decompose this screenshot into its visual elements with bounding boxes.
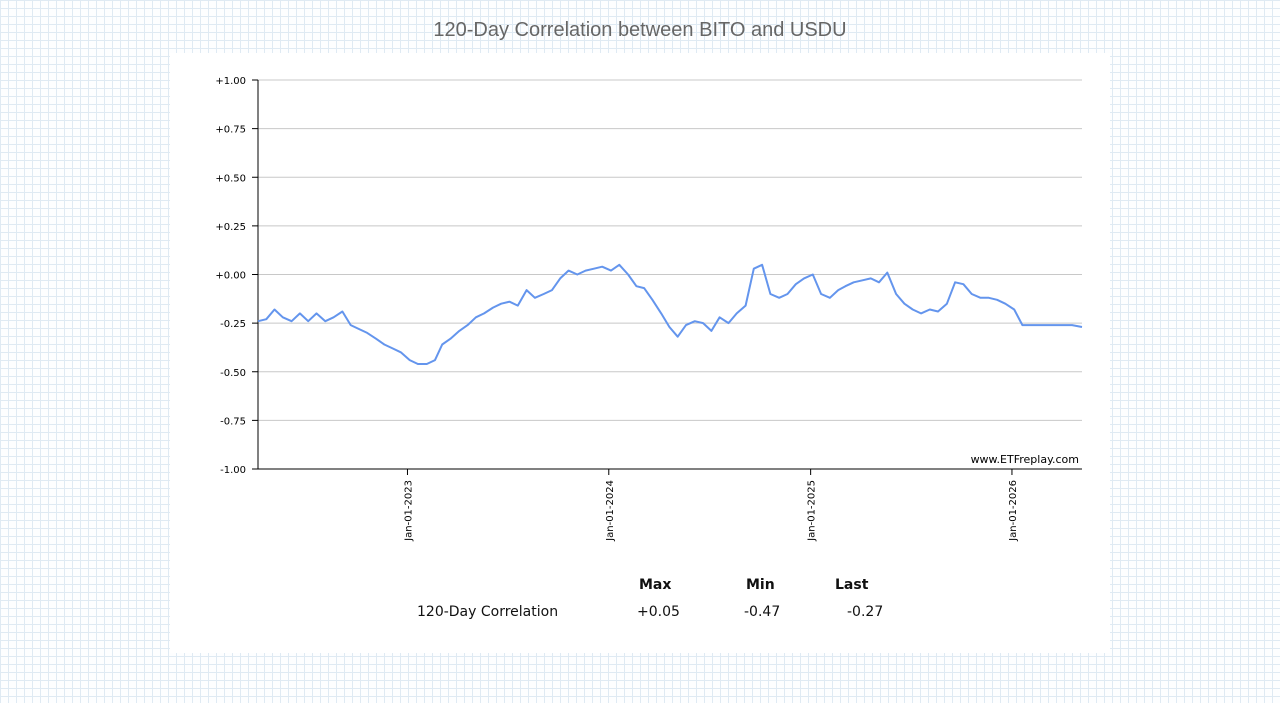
x-axis-ticks: Jan-01-2023 Jan-01-2024 Jan-01-2025 Jan-01-… <box>403 469 1019 542</box>
stats-min-value: -0.47 <box>744 604 781 620</box>
x-tick-label: Jan-01-2024 <box>605 480 616 542</box>
stats-max-value: +0.05 <box>637 604 680 620</box>
grid-lines <box>258 79 1082 421</box>
y-tick-label: +0.00 <box>215 271 246 282</box>
watermark: www.ETFreplay.com <box>971 453 1079 466</box>
stats-header-last: Last <box>835 577 869 593</box>
correlation-chart: +1.00 +0.75 +0.50 +0.25 +0.00 -0.25 -0.50 -0.75… <box>215 76 1083 542</box>
chart-panel: +1.00 +0.75 +0.50 +0.25 +0.00 -0.25 -0.50 -0.75… <box>170 53 1110 653</box>
stats-row-label: 120-Day Correlation <box>417 604 559 620</box>
stats-last-value: -0.27 <box>847 604 884 620</box>
y-tick-label: +0.50 <box>215 173 246 184</box>
stats-header-max: Max <box>639 577 672 593</box>
y-axis-ticks: +1.00 +0.75 +0.50 +0.25 +0.00 -0.25 -0.50 -0.75… <box>215 76 258 476</box>
chart-title: 120-Day Correlation between BITO and USD… <box>433 19 847 41</box>
y-tick-label: -0.50 <box>220 368 246 379</box>
x-tick-label: Jan-01-2026 <box>1008 480 1019 542</box>
y-tick-label: -1.00 <box>220 465 246 476</box>
x-tick-label: Jan-01-2023 <box>403 480 414 542</box>
stats-header-min: Min <box>746 577 775 593</box>
series-line <box>257 263 1083 365</box>
y-tick-label: -0.25 <box>220 319 246 330</box>
y-tick-label: +0.25 <box>215 222 246 233</box>
x-tick-label: Jan-01-2025 <box>807 480 818 542</box>
y-tick-label: +1.00 <box>215 76 246 87</box>
y-tick-label: +0.75 <box>215 125 246 136</box>
y-tick-label: -0.75 <box>220 416 246 427</box>
series-layer <box>257 263 1083 365</box>
